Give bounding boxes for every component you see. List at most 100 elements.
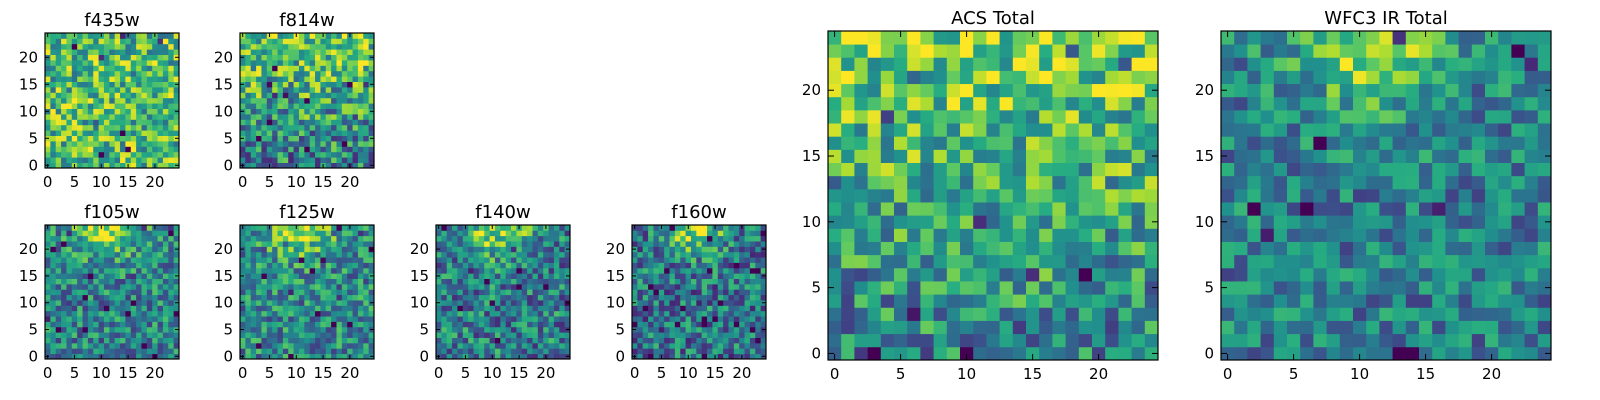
heatmap-cell [680, 348, 686, 355]
heatmap-cell [973, 57, 987, 71]
heatmap-cell [543, 294, 549, 301]
heatmap-cell [548, 305, 555, 312]
heatmap-cell [907, 175, 921, 190]
heatmap-cell [755, 342, 762, 349]
heatmap-cell [1445, 215, 1459, 229]
heatmap-cell [173, 43, 180, 50]
heatmap-cell [162, 246, 169, 253]
heatmap-cell [760, 262, 767, 269]
heatmap-cell [341, 251, 348, 258]
heatmap-cell [120, 246, 126, 253]
heatmap-cell [548, 332, 555, 338]
heatmap-cell [1273, 346, 1288, 361]
heatmap-cell [320, 326, 327, 333]
heatmap-cell [452, 321, 458, 328]
heatmap-cell [368, 146, 375, 153]
heatmap-cell [261, 54, 268, 61]
heatmap-cell [527, 257, 533, 263]
heatmap-cell [245, 326, 252, 333]
heatmap-cell [125, 114, 132, 120]
heatmap-cell [1471, 346, 1486, 361]
heatmap-cell [173, 157, 180, 163]
heatmap-cell [130, 76, 137, 82]
heatmap-cell [441, 316, 448, 322]
heatmap-cell [55, 230, 62, 237]
panel-title: f160w [671, 202, 726, 223]
heatmap-cell [744, 310, 751, 317]
heatmap-cell [168, 310, 175, 317]
heatmap-cell [347, 326, 353, 333]
heatmap-cell [1065, 333, 1080, 348]
heatmap-cell [282, 65, 289, 72]
heatmap-cell [120, 251, 126, 258]
heatmap-cell [1144, 254, 1159, 269]
heatmap-cell [261, 70, 268, 77]
heatmap-cell [277, 246, 284, 253]
heatmap-cell [1105, 294, 1119, 308]
heatmap-cell [532, 294, 539, 301]
heatmap-cell [637, 257, 644, 263]
heatmap-cell [162, 33, 169, 39]
heatmap-cell [357, 225, 364, 231]
heatmap-cell [103, 348, 110, 355]
heatmap-cell [1432, 254, 1446, 269]
heatmap-cell [341, 119, 348, 126]
heatmap-cell [341, 230, 348, 237]
heatmap-cell [1260, 228, 1275, 242]
heatmap-cell [309, 43, 316, 50]
heatmap-cell [1537, 228, 1552, 242]
heatmap-cell [120, 235, 126, 242]
heatmap-cell [1273, 175, 1288, 190]
heatmap-cell [266, 283, 273, 290]
heatmap-cell [516, 294, 523, 301]
heatmap-cell [1039, 175, 1053, 190]
heatmap-cell [50, 65, 57, 72]
heatmap-cell [744, 337, 751, 344]
heatmap-cell [357, 108, 364, 115]
heatmap-cell [125, 321, 132, 328]
heatmap-cell [653, 321, 660, 328]
heatmap-cell [66, 241, 73, 247]
heatmap-cell [141, 130, 148, 136]
heatmap-cell [559, 289, 566, 296]
heatmap-cell [325, 135, 332, 142]
heatmap-cell [701, 267, 708, 274]
heatmap-cell [441, 300, 448, 306]
heatmap-cell [66, 87, 73, 93]
heatmap-cell [468, 230, 474, 237]
heatmap-cell [637, 348, 644, 355]
heatmap-cell [347, 43, 353, 50]
y-tick-label: 5 [811, 279, 821, 297]
heatmap-cell [71, 151, 78, 158]
heatmap-cell [674, 348, 681, 355]
heatmap-cell [521, 267, 528, 274]
heatmap-cell [352, 65, 359, 72]
heatmap-cell [880, 202, 895, 216]
heatmap-cell [854, 57, 868, 71]
heatmap-cell [71, 119, 78, 126]
heatmap-cell [157, 108, 164, 115]
heatmap-cell [66, 162, 73, 169]
heatmap-cell [1026, 109, 1040, 124]
heatmap-cell [309, 87, 316, 93]
heatmap-cell [739, 246, 745, 253]
heatmap-cell [749, 332, 756, 338]
heatmap-cell [45, 321, 51, 328]
heatmap-cell [272, 65, 278, 72]
heatmap-cell [1105, 109, 1119, 124]
heatmap-cell [357, 76, 364, 82]
heatmap-cell [250, 267, 257, 274]
heatmap-cell [352, 342, 359, 349]
heatmap-cell [707, 310, 713, 317]
heatmap-cell [55, 278, 62, 285]
heatmap-cell [441, 321, 448, 328]
heatmap-cell [1339, 175, 1354, 190]
heatmap-cell [87, 251, 94, 258]
heatmap-cell [282, 348, 289, 355]
heatmap-cell [103, 251, 110, 258]
heatmap-cell [559, 278, 566, 285]
heatmap-cell [1366, 267, 1380, 282]
heatmap-cell [298, 348, 305, 355]
heatmap-cell [298, 310, 305, 317]
heatmap-cell [1131, 346, 1146, 361]
